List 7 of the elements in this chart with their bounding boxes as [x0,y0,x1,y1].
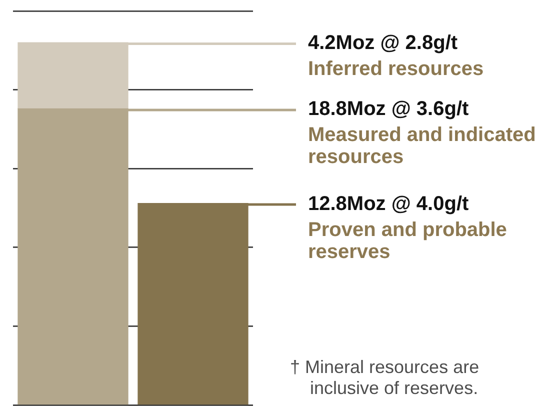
data-label: 12.8Moz @ 4.0g/t [308,192,469,215]
text: Inferred resources [308,58,484,80]
text: † Mineral resources are inclusive of reserves. [290,357,480,399]
data-label: 18.8Moz @ 3.6g/t [308,98,469,120]
text: Measured and indicated resources [308,124,536,168]
data-label: 4.2Moz @ 2.8g/t [308,32,458,54]
text: Proven and probable reserves [308,218,507,263]
